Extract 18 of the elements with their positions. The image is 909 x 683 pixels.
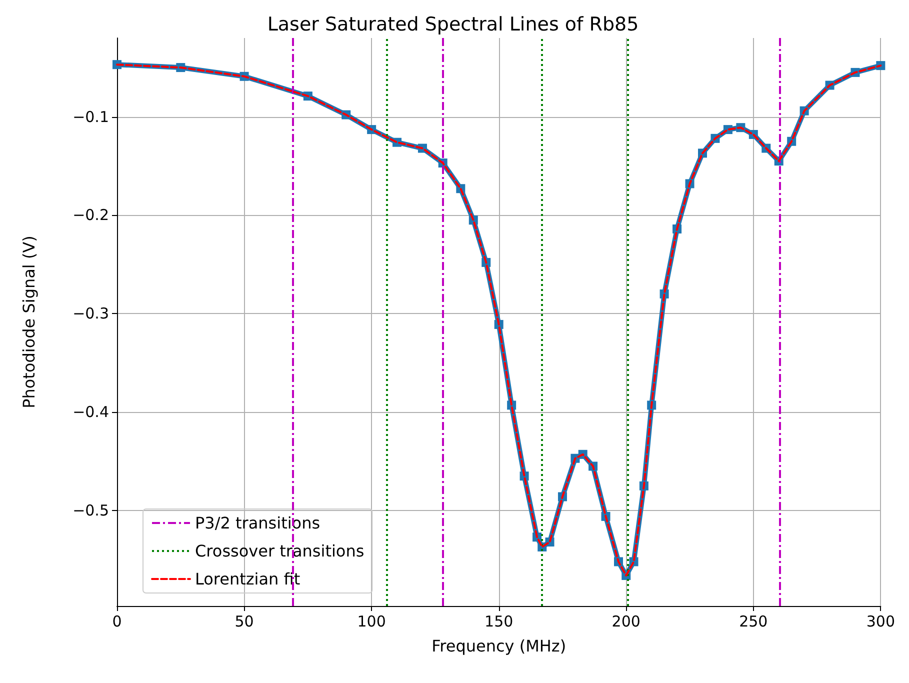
y-tick-label: −0.3 xyxy=(72,304,109,323)
y-tick-label: −0.2 xyxy=(72,206,109,224)
x-tick-label: 250 xyxy=(739,612,768,630)
ref-line-label: Crossover transitions xyxy=(195,542,364,560)
x-tick-label: 300 xyxy=(866,612,896,630)
chart-title: Laser Saturated Spectral Lines of Rb85 xyxy=(267,14,639,36)
y-tick-label: −0.5 xyxy=(72,502,109,520)
x-tick-label: 50 xyxy=(234,612,254,630)
y-tick-label: −0.4 xyxy=(72,403,109,422)
y-tick-label: −0.1 xyxy=(72,108,109,126)
legend-label: Lorentzian fit xyxy=(195,570,300,588)
y-axis-title: Photodiode Signal (V) xyxy=(20,236,38,408)
x-tick-label: 150 xyxy=(484,612,514,630)
x-axis-title: Frequency (MHz) xyxy=(432,636,566,656)
x-tick-label: 0 xyxy=(112,612,122,630)
ref-line-label: P3/2 transitions xyxy=(195,514,320,532)
x-tick-label: 100 xyxy=(357,612,386,630)
x-tick-label: 200 xyxy=(612,612,640,630)
